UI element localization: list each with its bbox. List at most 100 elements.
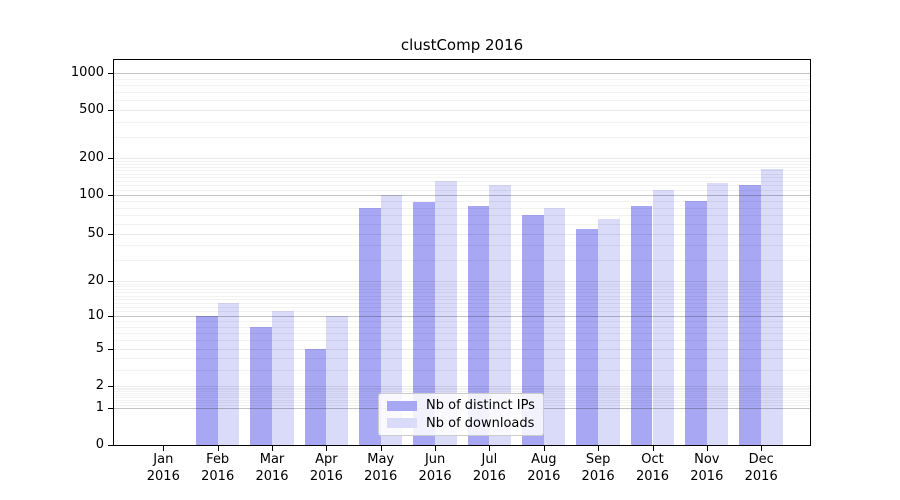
gridline-minor [114, 207, 810, 209]
y-tick-label: 10 [87, 308, 104, 323]
gridline-minor [114, 166, 810, 168]
legend-swatch-distinct-ips-icon [387, 400, 417, 411]
y-tick-mark [108, 195, 113, 196]
bar-may-distinct-ips [359, 207, 381, 445]
bar-mar-downloads [272, 311, 294, 445]
y-tick-label: 20 [87, 273, 104, 288]
chart-title: clustComp 2016 [400, 36, 524, 54]
gridline-minor [114, 391, 810, 393]
gridline-500 [114, 110, 810, 111]
gridline-minor [114, 260, 810, 262]
x-tick-mark [489, 446, 491, 451]
gridline-20 [114, 281, 810, 282]
x-tick-label-jun: Jun 2016 [418, 452, 452, 484]
y-tick-mark [108, 73, 113, 75]
bar-aug-distinct-ips [522, 215, 544, 445]
x-tick-label-dec: Dec 2016 [744, 452, 778, 484]
gridline-minor [114, 161, 810, 162]
gridline-minor [114, 295, 810, 297]
y-tick-mark [108, 234, 113, 235]
gridline-minor [114, 78, 810, 80]
x-tick-mark [598, 446, 600, 451]
gridline-minor [114, 85, 810, 87]
gridline-minor [114, 333, 810, 334]
legend-label-distinct-ips: Nb of distinct IPs [426, 398, 535, 414]
bar-nov-distinct-ips [685, 200, 707, 445]
gridline-minor [114, 190, 810, 191]
gridline-1000 [114, 73, 810, 75]
gridline-minor [114, 185, 810, 187]
legend-label-downloads: Nb of downloads [426, 415, 535, 431]
x-tick-label-nov: Nov 2016 [690, 452, 724, 484]
gridline-minor [114, 358, 810, 359]
x-tick-label-jan: Jan 2016 [146, 452, 180, 484]
bar-dec-downloads [761, 168, 783, 445]
gridline-minor [114, 136, 810, 138]
gridline-minor [114, 177, 810, 179]
bar-oct-distinct-ips [630, 206, 653, 445]
plot-area [113, 59, 811, 446]
bar-dec-distinct-ips [739, 185, 762, 445]
y-tick-label: 2 [95, 378, 104, 393]
gridline-200 [114, 158, 810, 160]
bar-sep-distinct-ips [576, 228, 599, 445]
x-tick-label-mar: Mar 2016 [255, 452, 289, 484]
gridline-minor [114, 173, 810, 175]
bar-feb-downloads [217, 302, 240, 445]
legend: Nb of distinct IPs Nb of downloads [378, 393, 544, 436]
gridline-minor [114, 245, 810, 247]
x-tick-mark [652, 446, 654, 451]
y-tick-label: 1000 [70, 65, 104, 81]
gridline-minor [114, 299, 810, 300]
gridline-100 [114, 195, 810, 196]
y-tick-mark [108, 316, 113, 317]
gridline-minor [114, 121, 810, 123]
gridline-minor [114, 326, 810, 328]
y-tick-label: 500 [79, 102, 104, 117]
y-tick-mark [108, 407, 113, 409]
legend-row: Nb of downloads [387, 415, 535, 433]
y-tick-mark [108, 110, 113, 111]
x-tick-mark [543, 446, 545, 451]
x-tick-mark [163, 446, 165, 451]
y-tick-label: 1 [95, 399, 104, 415]
bar-aug-downloads [543, 207, 566, 445]
y-tick-label: 0 [95, 437, 104, 452]
gridline-minor [114, 92, 810, 94]
x-tick-mark [380, 446, 382, 451]
bar-nov-downloads [706, 183, 729, 445]
x-tick-label-may: May 2016 [364, 452, 398, 484]
y-tick-mark [108, 445, 113, 446]
y-tick-mark [108, 386, 113, 387]
y-tick-mark [108, 158, 113, 160]
gridline-minor [114, 223, 810, 225]
gridline-2 [114, 386, 810, 387]
y-tick-mark [108, 281, 113, 282]
gridline-5 [114, 349, 810, 350]
x-tick-mark [435, 446, 437, 451]
x-tick-label-aug: Aug 2016 [527, 452, 561, 484]
x-tick-label-jul: Jul 2016 [472, 452, 506, 484]
x-tick-label-feb: Feb 2016 [201, 452, 235, 484]
gridline-minor [114, 289, 810, 291]
y-tick-label: 5 [95, 341, 104, 356]
legend-row: Nb of distinct IPs [387, 397, 535, 415]
bar-jun-downloads [435, 181, 457, 445]
bar-oct-downloads [652, 190, 675, 445]
gridline-10 [114, 316, 810, 317]
gridline-minor [114, 311, 810, 313]
x-tick-mark [272, 446, 273, 451]
gridline-minor [114, 369, 810, 371]
bar-apr-downloads [326, 316, 349, 445]
y-tick-label: 100 [79, 187, 104, 202]
bar-may-downloads [380, 195, 403, 445]
bar-feb-distinct-ips [196, 316, 218, 445]
gridline-50 [114, 234, 810, 235]
gridline-minor [114, 321, 810, 322]
bar-jul-distinct-ips [467, 206, 490, 445]
gridline-minor [114, 292, 810, 294]
y-tick-mark [108, 349, 113, 350]
gridline-minor [114, 387, 810, 389]
gridline-minor [114, 286, 810, 288]
gridline-minor [114, 306, 810, 308]
